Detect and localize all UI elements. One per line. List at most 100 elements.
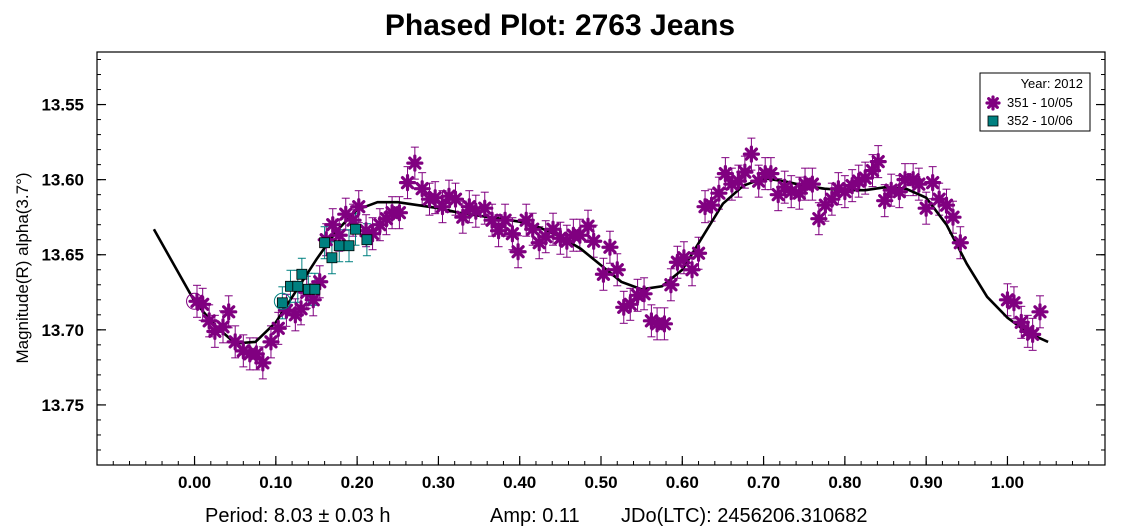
data-point-asterisk	[496, 211, 514, 229]
data-point-asterisk	[413, 180, 431, 198]
x-tick-label: 0.20	[341, 473, 374, 492]
data-point-asterisk	[509, 243, 527, 261]
data-point-asterisk	[890, 183, 908, 201]
data-point-asterisk	[247, 345, 265, 363]
data-point-asterisk	[729, 172, 747, 190]
data-point-asterisk	[200, 312, 218, 330]
svg-text:Magnitude(R) alpha(3.7°): Magnitude(R) alpha(3.7°)	[13, 172, 32, 363]
x-tick-label: 0.50	[584, 473, 617, 492]
data-point-asterisk	[344, 211, 362, 229]
data-point-asterisk	[489, 222, 508, 240]
data-point-asterisk	[683, 261, 701, 279]
y-tick-label: 13.60	[41, 171, 84, 190]
data-point-asterisk	[917, 199, 935, 217]
legend-entry-2: 352 - 10/06	[1007, 113, 1073, 128]
data-point-asterisk	[579, 217, 597, 235]
overlap-circle	[186, 292, 204, 310]
data-point-asterisk	[810, 210, 828, 228]
data-point-asterisk	[608, 261, 626, 279]
footer-period: Period: 8.03 ± 0.03 h	[205, 505, 391, 527]
data-point-asterisk	[585, 232, 603, 250]
data-point-square	[333, 240, 345, 252]
x-tick-label: 0.10	[259, 473, 292, 492]
y-tick-label: 13.70	[41, 321, 84, 340]
data-point-asterisk	[716, 165, 734, 183]
data-point-asterisk	[655, 315, 674, 333]
legend: Year: 2012 351 - 10/05 352 - 10/06	[979, 72, 1091, 132]
data-point-asterisk	[363, 225, 382, 243]
data-point-square	[292, 280, 304, 292]
legend-entry-1: 351 - 10/05	[1007, 95, 1073, 110]
data-point-asterisk	[330, 226, 348, 244]
data-point-asterisk	[662, 276, 680, 294]
x-tick-label: 1.00	[991, 473, 1024, 492]
y-tick-label: 13.65	[41, 246, 84, 265]
data-point-asterisk	[254, 354, 272, 372]
x-tick-label: 0.40	[503, 473, 536, 492]
data-point-asterisk	[214, 318, 232, 336]
x-tick-label: 0.90	[910, 473, 943, 492]
x-tick-label: 0.80	[828, 473, 861, 492]
overlap-circle	[273, 292, 291, 310]
data-point-square	[309, 283, 321, 295]
data-point-asterisk	[517, 211, 535, 229]
data-point-asterisk	[803, 175, 821, 193]
data-point-asterisk	[262, 333, 280, 351]
legend-title: Year: 2012	[1021, 76, 1083, 91]
data-point-asterisk	[324, 216, 342, 234]
data-point-asterisk	[1024, 325, 1042, 343]
data-point-square	[296, 268, 308, 280]
chart-title: Phased Plot: 2763 Jeans	[385, 9, 735, 42]
data-point-asterisk	[601, 238, 619, 256]
footer-jdo: JDo(LTC): 2456206.310682	[621, 505, 867, 527]
data-point-square	[361, 234, 373, 246]
x-tick-label: 0.70	[747, 473, 780, 492]
data-point-asterisk	[635, 285, 653, 303]
data-point-asterisk	[350, 198, 368, 216]
data-point-asterisk	[944, 208, 962, 226]
data-point-asterisk	[790, 184, 808, 202]
data-point-asterisk	[220, 303, 238, 321]
data-point-asterisk	[304, 291, 322, 309]
data-point-asterisk	[446, 190, 465, 208]
data-point-asterisk	[398, 174, 417, 192]
data-point-asterisk	[1031, 303, 1049, 321]
data-point-asterisk	[937, 196, 956, 214]
data-point-asterisk	[503, 225, 521, 243]
data-point-square	[326, 252, 338, 264]
x-tick-label: 0.00	[178, 473, 211, 492]
data-point-asterisk	[762, 165, 780, 183]
data-point-asterisk	[736, 163, 754, 181]
data-point-asterisk	[269, 319, 287, 337]
data-point-asterisk	[524, 220, 542, 238]
data-point-asterisk	[710, 184, 728, 202]
data-point-asterisk	[476, 199, 494, 217]
data-point-square	[350, 223, 361, 235]
data-point-square	[343, 240, 355, 252]
data-point-asterisk	[702, 196, 721, 214]
data-point-asterisk	[292, 300, 310, 318]
data-point-asterisk	[1012, 313, 1030, 331]
axis-ticks: 0.00 0.10 0.20 0.30 0.40 0.50 0.60 0.70 0.80 0.90…	[41, 59, 1105, 492]
data-point-asterisk	[876, 192, 894, 210]
data-point-asterisk	[390, 204, 408, 222]
y-axis-label: Magnitude(R) alpha(3.7°)	[13, 172, 32, 363]
legend-marker-square	[987, 115, 999, 127]
data-point-asterisk	[406, 154, 424, 172]
y-tick-label: 13.75	[41, 396, 84, 415]
data-point-asterisk	[742, 145, 760, 163]
data-point-asterisk	[454, 208, 472, 226]
footer-amp: Amp: 0.11	[490, 505, 580, 527]
legend-marker-asterisk	[985, 95, 1001, 111]
data-point-asterisk	[951, 234, 969, 252]
data-point-square	[276, 297, 288, 309]
x-tick-label: 0.60	[666, 473, 699, 492]
data-point-asterisk	[863, 162, 882, 180]
data-points	[186, 145, 1049, 372]
data-point-asterisk	[675, 249, 693, 267]
data-point-asterisk	[910, 175, 928, 193]
data-point-asterisk	[1005, 294, 1023, 312]
x-tick-label: 0.30	[422, 473, 455, 492]
data-point-asterisk	[869, 153, 887, 171]
